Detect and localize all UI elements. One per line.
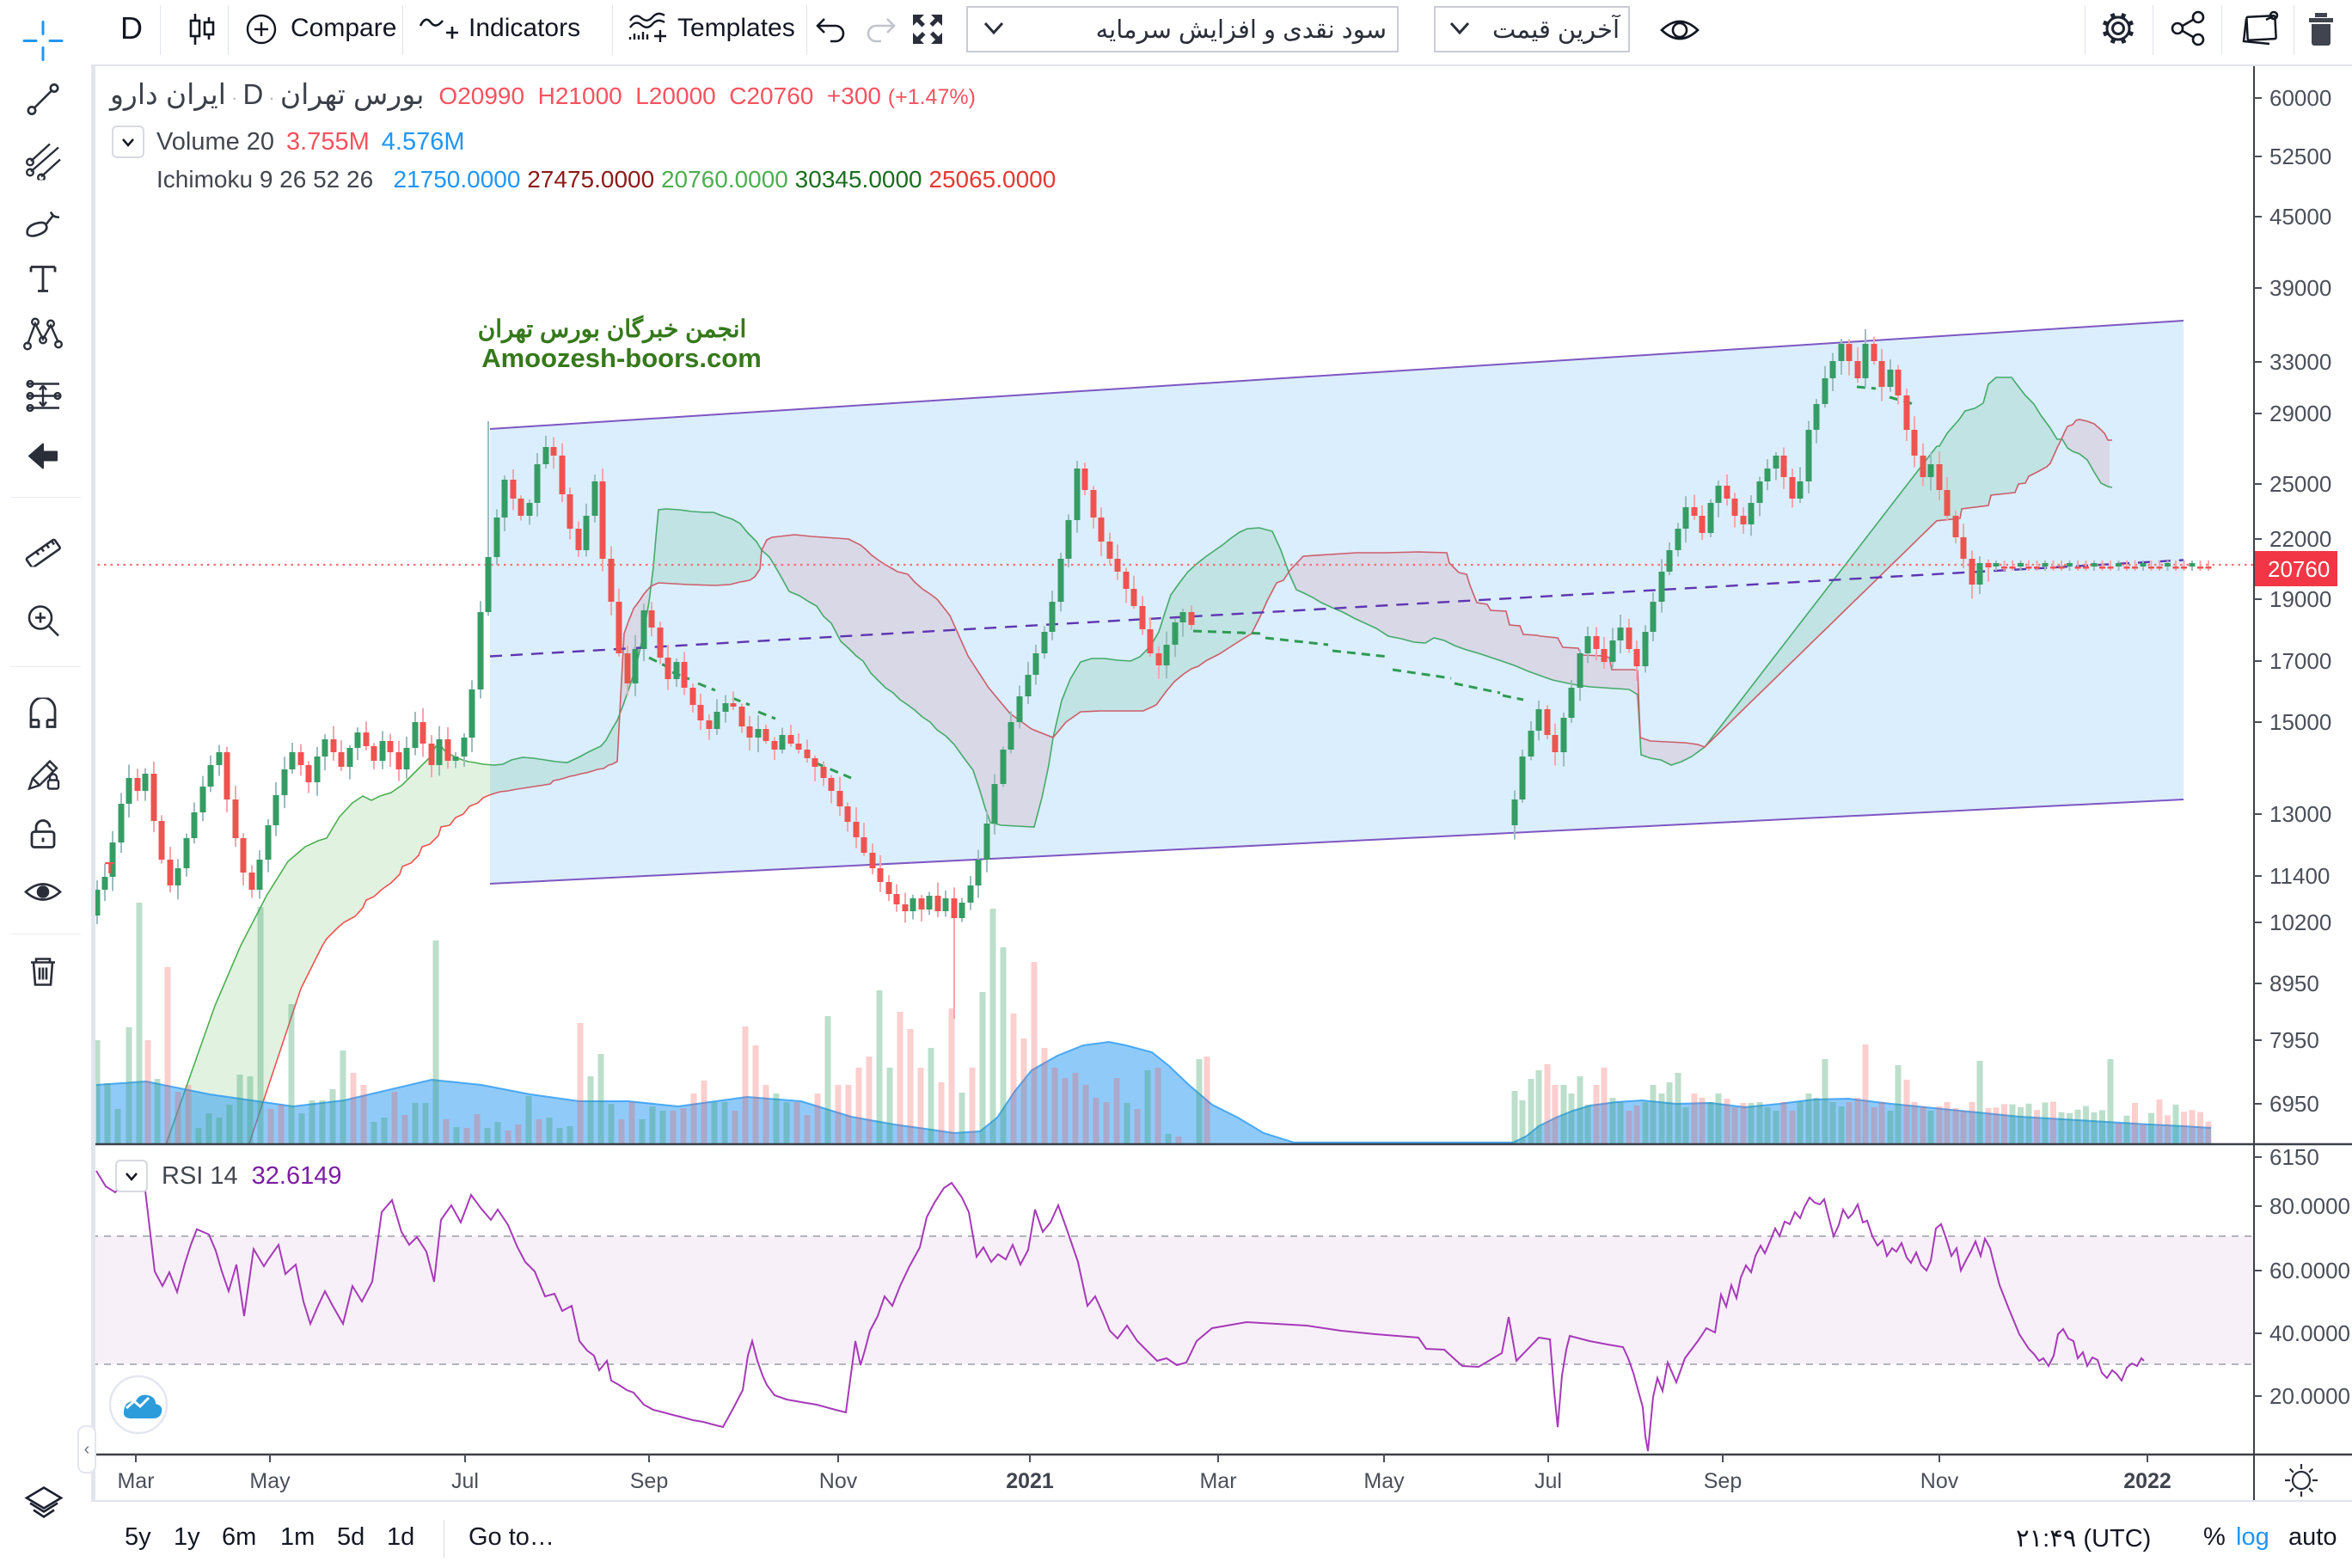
svg-text:Mar: Mar [117,1469,154,1493]
svg-text:2021: 2021 [1006,1469,1054,1493]
svg-text:17000: 17000 [2269,648,2331,674]
svg-text:6950: 6950 [2269,1091,2319,1117]
svg-text:T: T [105,860,114,877]
svg-text:45000: 45000 [2269,204,2331,230]
svg-text:22000: 22000 [2269,526,2331,552]
svg-text:29000: 29000 [2269,401,2331,426]
svg-text:60.0000: 60.0000 [2269,1258,2350,1283]
svg-text:Jul: Jul [1534,1469,1562,1493]
svg-text:33000: 33000 [2269,349,2331,375]
svg-text:2022: 2022 [2123,1469,2171,1493]
svg-text:11400: 11400 [2269,863,2330,889]
svg-text:60000: 60000 [2269,85,2331,111]
svg-text:Jul: Jul [451,1469,479,1493]
svg-text:25000: 25000 [2269,471,2331,497]
svg-text:May: May [249,1469,291,1493]
svg-text:39000: 39000 [2269,275,2331,301]
svg-text:20760: 20760 [2268,556,2330,582]
svg-text:انجمن خبرگان بورس تهران: انجمن خبرگان بورس تهران [478,315,747,344]
svg-text:8950: 8950 [2269,971,2319,996]
svg-text:Sep: Sep [1704,1469,1742,1493]
svg-text:Mar: Mar [1199,1469,1236,1493]
svg-text:15000: 15000 [2269,709,2331,735]
svg-text:Sep: Sep [630,1469,668,1493]
svg-text:80.0000: 80.0000 [2269,1193,2350,1219]
svg-text:May: May [1363,1469,1405,1493]
svg-text:Nov: Nov [819,1469,858,1493]
svg-text:20.0000: 20.0000 [2269,1383,2350,1409]
svg-text:19000: 19000 [2269,586,2331,612]
svg-text:6150: 6150 [2269,1144,2319,1170]
svg-text:10200: 10200 [2269,910,2331,935]
svg-text:40.0000: 40.0000 [2269,1320,2350,1346]
svg-text:7950: 7950 [2269,1027,2319,1053]
svg-text:52500: 52500 [2269,144,2331,169]
svg-text:Nov: Nov [1920,1469,1959,1493]
svg-text:Amoozesh-boors.com: Amoozesh-boors.com [481,343,762,373]
svg-text:13000: 13000 [2269,801,2331,827]
